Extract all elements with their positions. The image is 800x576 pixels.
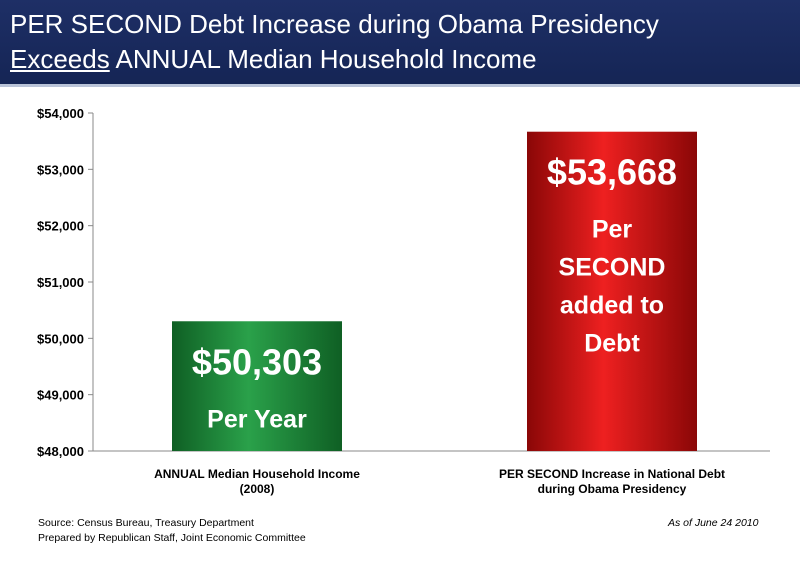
bar-value-label: $50,303 [192,341,322,382]
x-category-label: ANNUAL Median Household Income [154,467,360,481]
x-category-label: (2008) [240,482,275,496]
y-tick-label: $54,000 [37,106,84,121]
title-emphasis: Exceeds [10,44,110,74]
bar-1 [172,321,342,451]
bar-note-text: added to [560,292,664,320]
title-line-2: Exceeds ANNUAL Median Household Income [10,44,537,75]
y-tick-label: $52,000 [37,219,84,234]
source-note: Source: Census Bureau, Treasury Departme… [38,517,254,529]
y-tick-label: $53,000 [37,162,84,177]
x-category-label: PER SECOND Increase in National Debt [499,467,725,481]
bar-note-text: Debt [584,330,640,358]
as-of-date: As of June 24 2010 [668,517,759,529]
bar-note-text: Per [592,216,633,244]
title-divider [0,84,800,87]
y-tick-label: $49,000 [37,388,84,403]
y-tick-label: $50,000 [37,331,84,346]
y-tick-label: $51,000 [37,275,84,290]
y-tick-label: $48,000 [37,444,84,459]
bar-note-text: SECOND [559,254,666,282]
bar-2 [527,131,697,451]
title-banner: PER SECOND Debt Increase during Obama Pr… [0,0,800,84]
title-line-2-rest: ANNUAL Median Household Income [109,44,537,74]
bar-value-label: $53,668 [547,152,677,193]
prepared-by-note: Prepared by Republican Staff, Joint Econ… [38,532,306,544]
title-line-1: PER SECOND Debt Increase during Obama Pr… [10,9,659,39]
bar-note-text: Per Year [207,405,307,433]
x-category-label: during Obama Presidency [538,482,687,496]
